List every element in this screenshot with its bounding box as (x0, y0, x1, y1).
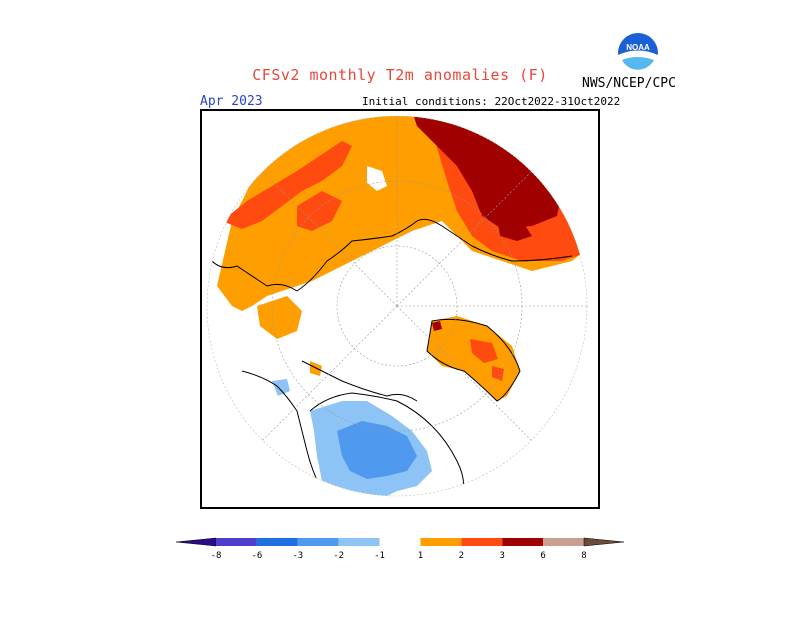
anomaly-region-orange-greenland (427, 316, 520, 401)
legend-swatch (461, 538, 503, 546)
anomaly-region-red-central (297, 191, 342, 231)
legend-tick-label: 6 (540, 551, 545, 561)
anomaly-region-red-west (222, 141, 352, 229)
legend-tick-label: 8 (581, 551, 586, 561)
legend-swatch (216, 538, 257, 546)
legend-tick-label: -1 (374, 551, 385, 561)
chart-title: CFSv2 monthly T2m anomalies (F) (252, 66, 548, 84)
forecast-month: Apr 2023 (200, 94, 263, 109)
legend-tick-label: -6 (251, 551, 262, 561)
anomaly-region-darkred-chukotka (497, 216, 532, 241)
polar-map (200, 109, 600, 509)
svg-text:NOAA: NOAA (626, 43, 650, 52)
legend-tick-label: -3 (292, 551, 303, 561)
legend-tick-label: 1 (418, 551, 423, 561)
legend-tick-label: 2 (459, 551, 464, 561)
legend-swatch (543, 538, 584, 546)
legend-swatch (379, 538, 421, 546)
legend-arrow-high (583, 537, 625, 547)
noaa-logo: NOAA (617, 32, 659, 75)
legend-arrow-low (175, 537, 217, 547)
legend-swatch (420, 538, 462, 546)
anomaly-region-blue-canada (337, 421, 417, 479)
agency-label: NWS/NCEP/CPC (582, 76, 676, 91)
legend-tick-label: -2 (333, 551, 344, 561)
legend-swatch (256, 538, 298, 546)
color-legend: -8 -6 -3 -2 -1 1 2 3 6 8 (170, 534, 630, 564)
initial-conditions-label: Initial conditions: 22Oct2022-31Oct2022 (362, 95, 621, 108)
legend-swatch (338, 538, 380, 546)
legend-swatch (297, 538, 339, 546)
anomaly-region-orange-beringia (257, 296, 302, 339)
legend-swatch (502, 538, 544, 546)
legend-tick-label: 3 (500, 551, 505, 561)
legend-tick-label: -8 (211, 551, 222, 561)
